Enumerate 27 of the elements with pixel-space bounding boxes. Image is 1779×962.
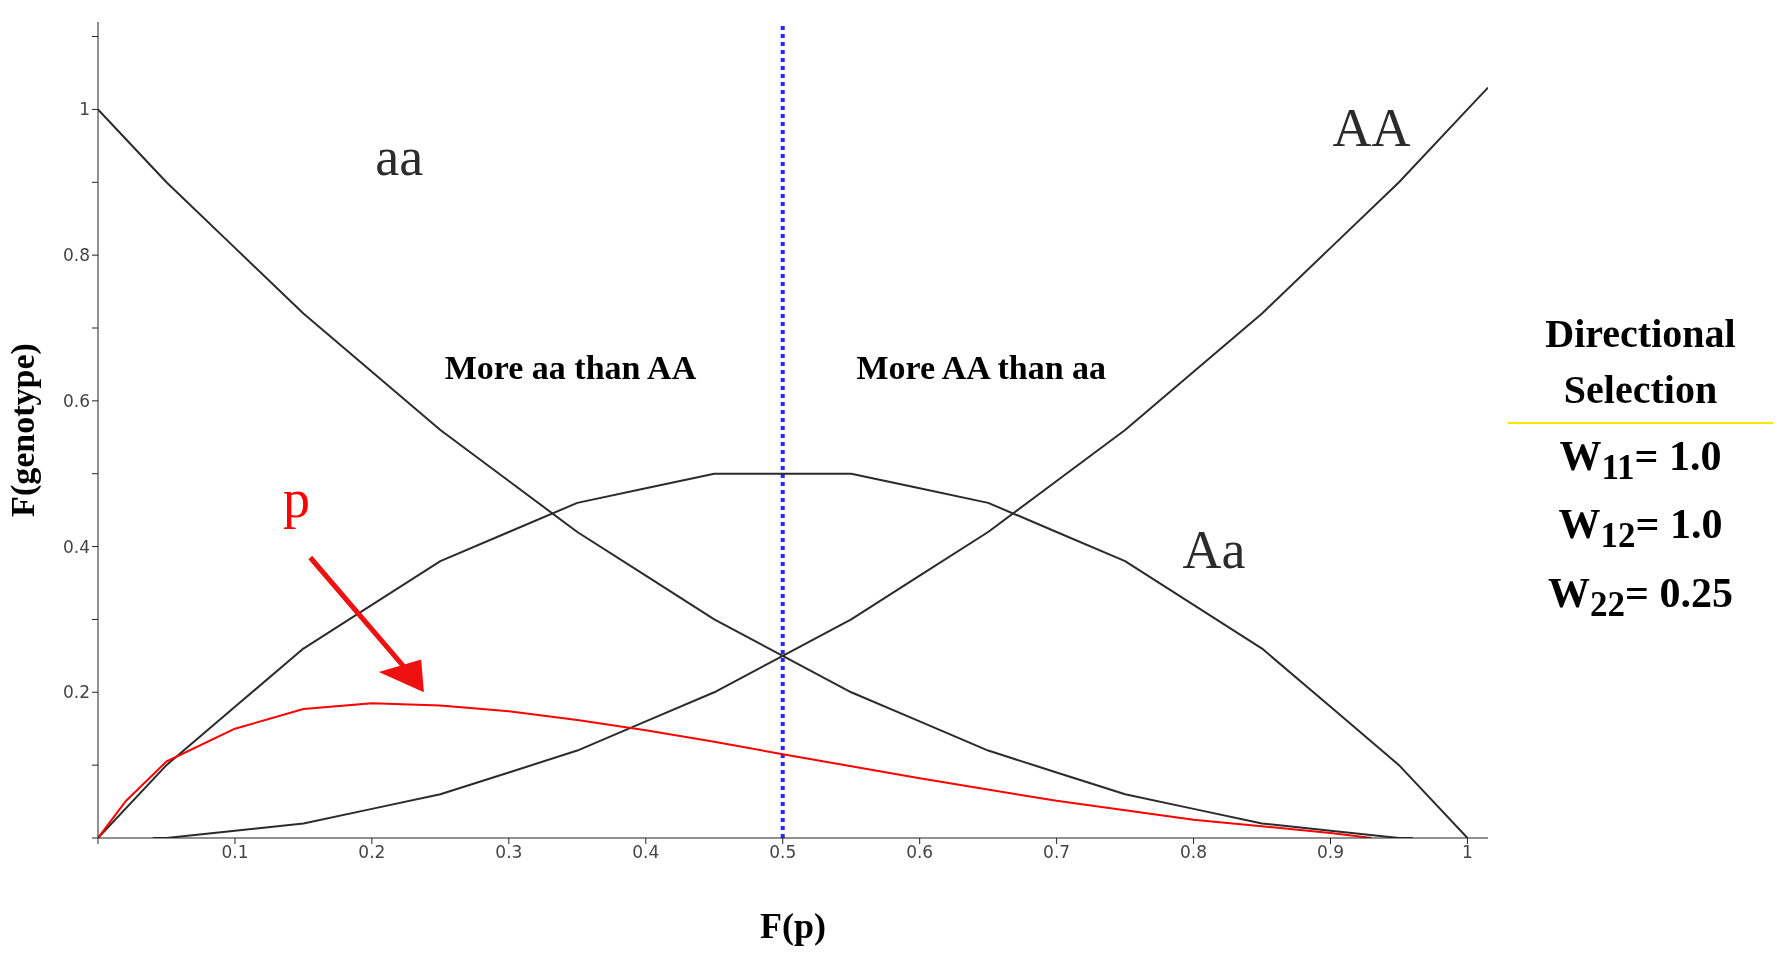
x-tick-label: 0.7 bbox=[1043, 842, 1071, 863]
y-tick-label: 1 bbox=[79, 99, 90, 120]
annotation: More aa than AA bbox=[444, 349, 697, 386]
text: p bbox=[283, 469, 311, 530]
y-tick-label: 0.6 bbox=[62, 390, 90, 411]
x-tick-label: 0.8 bbox=[1180, 842, 1208, 863]
x-tick-label: 0.6 bbox=[906, 842, 934, 863]
text: W$_{11}$= 1.0 bbox=[1558, 432, 1723, 490]
text: W$_{12}$= 1.0 bbox=[1557, 500, 1724, 558]
x-tick-label: 0.5 bbox=[769, 842, 797, 863]
y-tick-label: 0.2 bbox=[62, 682, 90, 703]
series-label: AA bbox=[1332, 97, 1411, 158]
y-tick-label: 0.8 bbox=[62, 245, 90, 266]
text: aa bbox=[375, 127, 424, 187]
x-tick-label: 1 bbox=[1462, 842, 1473, 863]
text: W$_{22}$= 0.25 bbox=[1547, 568, 1734, 627]
series-label: Aa bbox=[1182, 520, 1246, 581]
y-axis-title: F(genotype) bbox=[4, 343, 43, 517]
x-tick-label: 0.3 bbox=[495, 842, 523, 863]
x-tick-label: 0.9 bbox=[1316, 842, 1345, 863]
x-tick-label: 0.4 bbox=[632, 842, 660, 863]
x-tick-label: 0.1 bbox=[221, 842, 249, 863]
y-tick-label: 0.4 bbox=[62, 536, 90, 557]
x-axis-title: F(p) bbox=[760, 906, 826, 946]
text: Directional Selection bbox=[1544, 310, 1737, 414]
x-tick-label: 0.2 bbox=[358, 842, 386, 863]
annotation: More AA than aa bbox=[856, 349, 1107, 386]
